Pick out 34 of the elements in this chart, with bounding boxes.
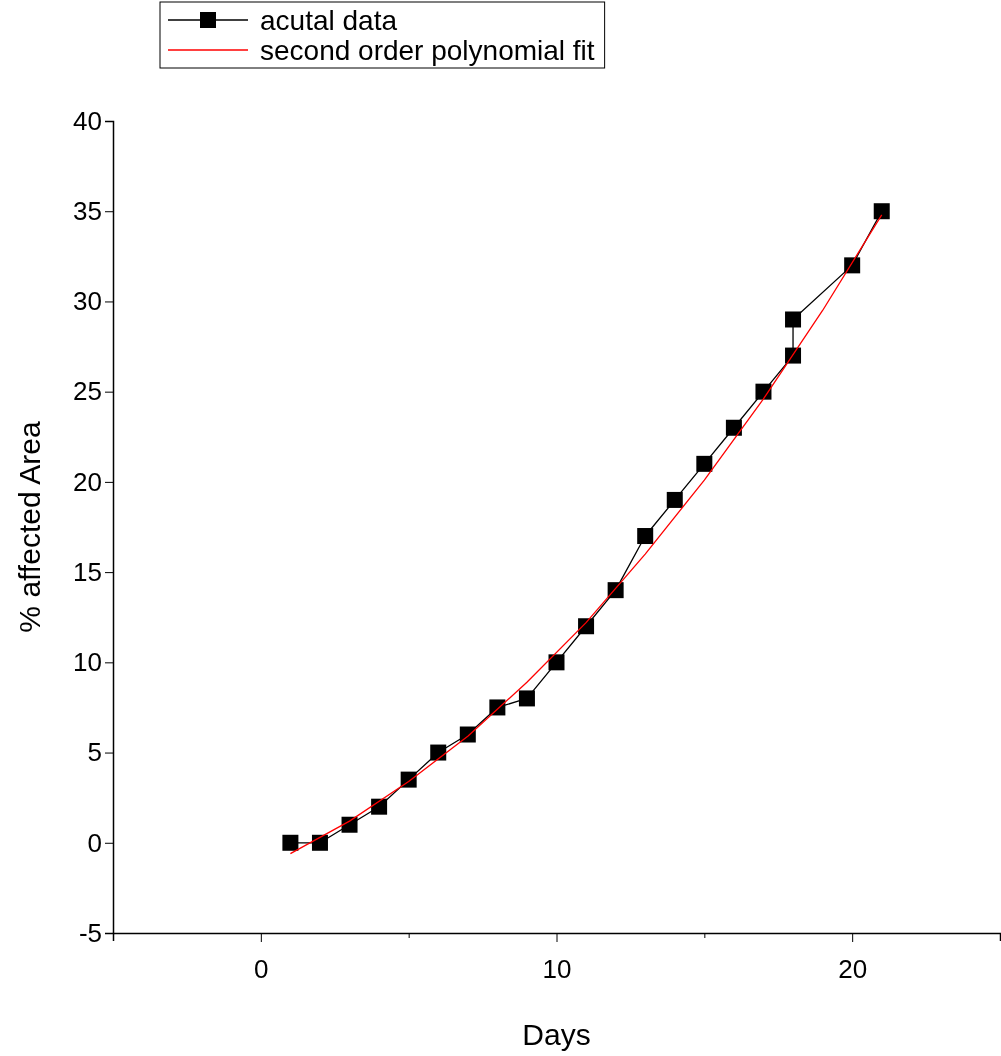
legend-label: second order polynomial fit (260, 35, 595, 66)
y-tick-label: 15 (73, 556, 102, 587)
point (489, 699, 506, 716)
point (755, 383, 772, 400)
point (371, 798, 388, 815)
x-axis-title: Days (522, 1018, 591, 1051)
y-tick-label: 30 (73, 286, 102, 317)
x-tick-label: 20 (838, 953, 868, 984)
y-tick-label: 35 (73, 196, 102, 227)
point (430, 744, 447, 761)
point (873, 203, 890, 220)
legend-label: acutal data (260, 5, 398, 36)
y-tick-label: 5 (87, 737, 102, 768)
point (282, 834, 299, 851)
point (311, 834, 328, 851)
y-tick-label: -5 (78, 917, 102, 948)
point (637, 528, 654, 545)
point (666, 491, 683, 508)
point (578, 618, 595, 635)
y-tick-label: 25 (73, 376, 102, 407)
y-tick-label: 40 (73, 105, 102, 136)
point (785, 311, 802, 328)
x-tick-label: 10 (542, 953, 572, 984)
point (518, 690, 535, 707)
y-axis-title: % affected Area (13, 421, 46, 633)
point (696, 455, 713, 472)
x-tick-label: 0 (254, 953, 269, 984)
point (548, 654, 565, 671)
y-tick-label: 10 (73, 647, 102, 678)
point (844, 257, 861, 274)
y-tick-label: 0 (87, 827, 102, 858)
point (725, 419, 742, 436)
y-tick-label: 20 (73, 466, 102, 497)
point (341, 816, 358, 833)
